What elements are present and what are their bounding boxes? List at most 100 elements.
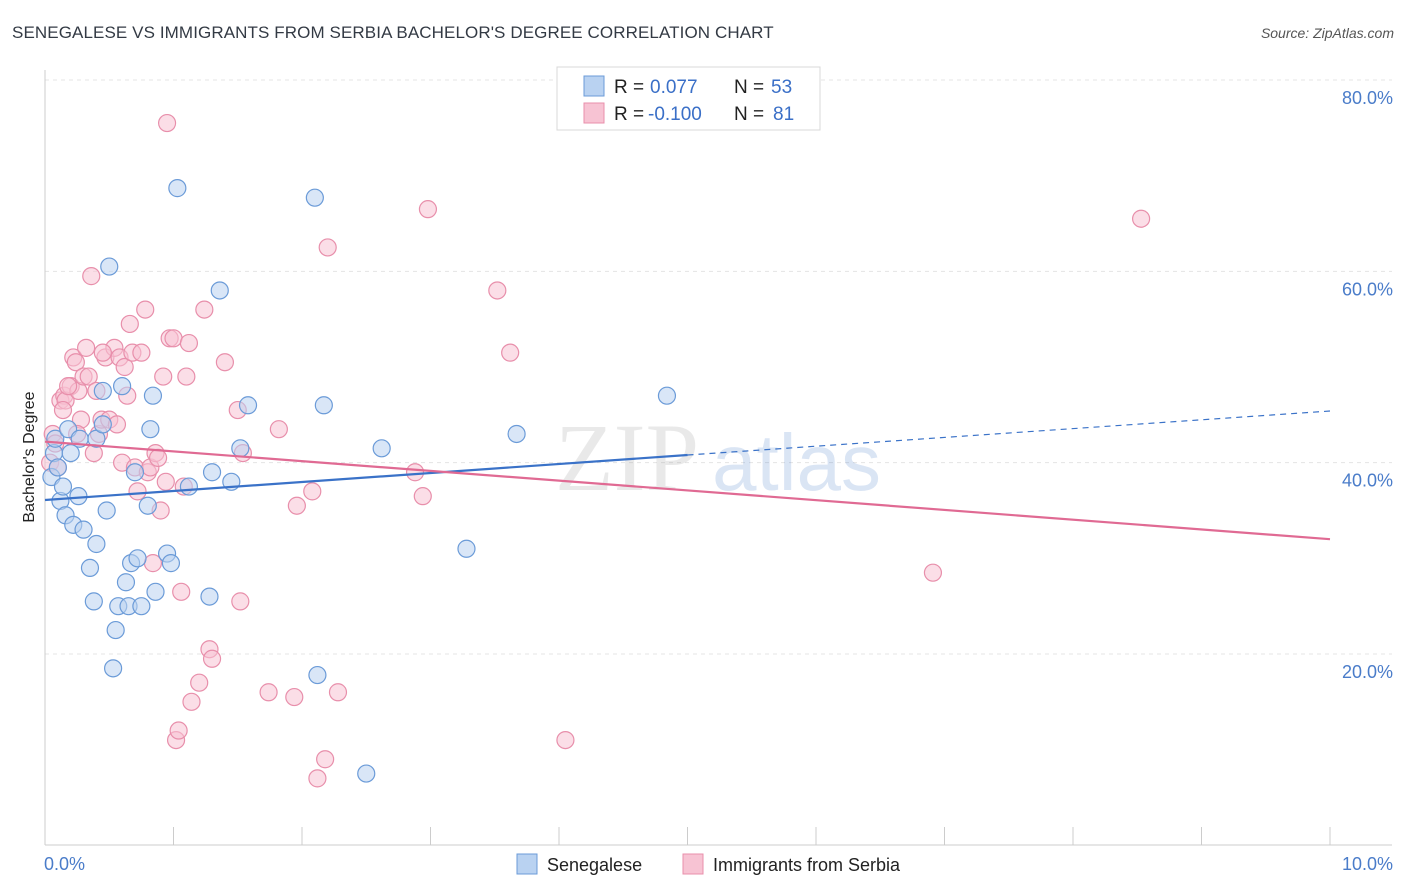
serbia-point	[285, 687, 304, 707]
legend-r-value-2: -0.100	[648, 104, 702, 125]
bottom-legend-serbia: Immigrants from Serbia	[713, 855, 901, 875]
legend-r-value-1: 0.077	[650, 77, 698, 98]
serbia-point	[488, 281, 507, 300]
legend-n-value-2: 81	[773, 104, 794, 125]
serbia-point	[231, 592, 250, 611]
serbia-point	[79, 367, 98, 386]
serbia-point	[259, 683, 278, 702]
legend-swatch-senegalese	[583, 75, 605, 97]
serbia-point	[190, 673, 209, 692]
y-tick-label: 80.0%	[1342, 88, 1393, 108]
serbia-point	[66, 353, 85, 372]
y-tick-label: 60.0%	[1342, 279, 1393, 299]
serbia-point	[202, 649, 222, 668]
y-tick-labels: 20.0% 40.0% 60.0% 80.0%	[1342, 88, 1393, 682]
senegalese-point	[80, 558, 100, 578]
bottom-legend-senegalese: Senegalese	[547, 855, 642, 875]
source-label: Source: ZipAtlas.com	[1260, 25, 1394, 41]
senegalese-point	[314, 396, 333, 415]
senegalese-point	[210, 281, 229, 300]
senegalese-point	[179, 477, 199, 496]
serbia-point	[318, 238, 337, 257]
chart-title: SENEGALESE VS IMMIGRANTS FROM SERBIA BAC…	[12, 23, 774, 42]
senegalese-point	[168, 179, 187, 198]
serbia-point	[115, 357, 134, 377]
serbia-point	[418, 200, 438, 219]
serbia-point	[59, 377, 78, 396]
serbia-point	[316, 750, 335, 769]
legend-n-value-1: 53	[771, 77, 792, 98]
serbia-point	[269, 420, 288, 439]
senegalese-point	[308, 665, 327, 685]
senegalese-points	[42, 179, 677, 783]
legend-r-label-2: R =	[614, 104, 644, 125]
senegalese-point	[657, 386, 677, 405]
senegalese-point	[116, 573, 136, 592]
senegalese-point	[305, 188, 324, 207]
watermark-atlas: atlas	[712, 418, 881, 507]
serbia-point	[501, 343, 520, 362]
senegalese-point	[357, 764, 376, 783]
serbia-point	[308, 769, 327, 788]
gridlines	[45, 79, 1392, 655]
serbia-point	[215, 353, 234, 372]
watermark: ZIP atlas	[555, 404, 881, 511]
senegalese-point	[146, 582, 165, 601]
serbia-point	[405, 463, 425, 482]
senegalese-point	[97, 501, 116, 520]
senegalese-point	[48, 458, 67, 477]
legend-swatch-serbia	[583, 102, 605, 124]
senegalese-point	[143, 386, 163, 405]
senegalese-point	[132, 597, 151, 616]
serbia-point	[169, 721, 188, 740]
senegalese-point	[507, 424, 526, 444]
serbia-point	[136, 300, 155, 319]
legend-r-label-1: R =	[614, 77, 644, 98]
senegalese-point	[200, 587, 219, 606]
senegalese-point	[112, 377, 132, 396]
y-tick-label: 40.0%	[1342, 471, 1393, 491]
senegalese-point	[53, 477, 73, 496]
senegalese-point	[74, 520, 93, 539]
senegalese-point	[161, 554, 181, 573]
serbia-point	[1132, 209, 1151, 228]
serbia-point	[182, 692, 201, 711]
serbia-point	[923, 563, 943, 582]
serbia-point	[287, 496, 306, 515]
y-axis-label: Bachelor's Degree	[21, 391, 38, 522]
serbia-point	[156, 472, 175, 491]
serbia-point	[93, 343, 112, 362]
serbia-point	[179, 333, 199, 353]
watermark-zip: ZIP	[555, 404, 699, 511]
serbia-point	[172, 582, 191, 601]
senegalese-point	[106, 620, 125, 640]
senegalese-trend-line	[44, 453, 688, 502]
serbia-point	[413, 487, 432, 506]
serbia-point	[77, 338, 96, 357]
x-tick-label-max: 10.0%	[1342, 854, 1393, 874]
serbia-point	[148, 448, 168, 467]
legend-n-label-2: N =	[734, 104, 764, 125]
serbia-point	[157, 113, 177, 133]
senegalese-point	[125, 463, 145, 482]
senegalese-point	[128, 549, 147, 568]
bottom-legend: Senegalese Immigrants from Serbia	[516, 853, 901, 875]
senegalese-point	[104, 659, 123, 678]
serbia-point	[120, 314, 139, 334]
serbia-point	[195, 300, 214, 319]
senegalese-point	[84, 592, 103, 611]
senegalese-point	[87, 534, 106, 554]
bottom-legend-swatch-serbia	[682, 853, 704, 875]
serbia-point	[154, 367, 173, 386]
senegalese-point	[93, 415, 112, 434]
serbia-point	[164, 329, 183, 348]
serbia-trend-line	[44, 440, 1331, 541]
serbia-point	[53, 400, 73, 420]
senegalese-point	[202, 463, 222, 482]
trend-lines	[44, 410, 1331, 541]
serbia-point	[82, 267, 101, 286]
x-tick-label-min: 0.0%	[44, 854, 85, 874]
serbia-point	[328, 683, 348, 702]
serbia-point	[177, 367, 196, 386]
